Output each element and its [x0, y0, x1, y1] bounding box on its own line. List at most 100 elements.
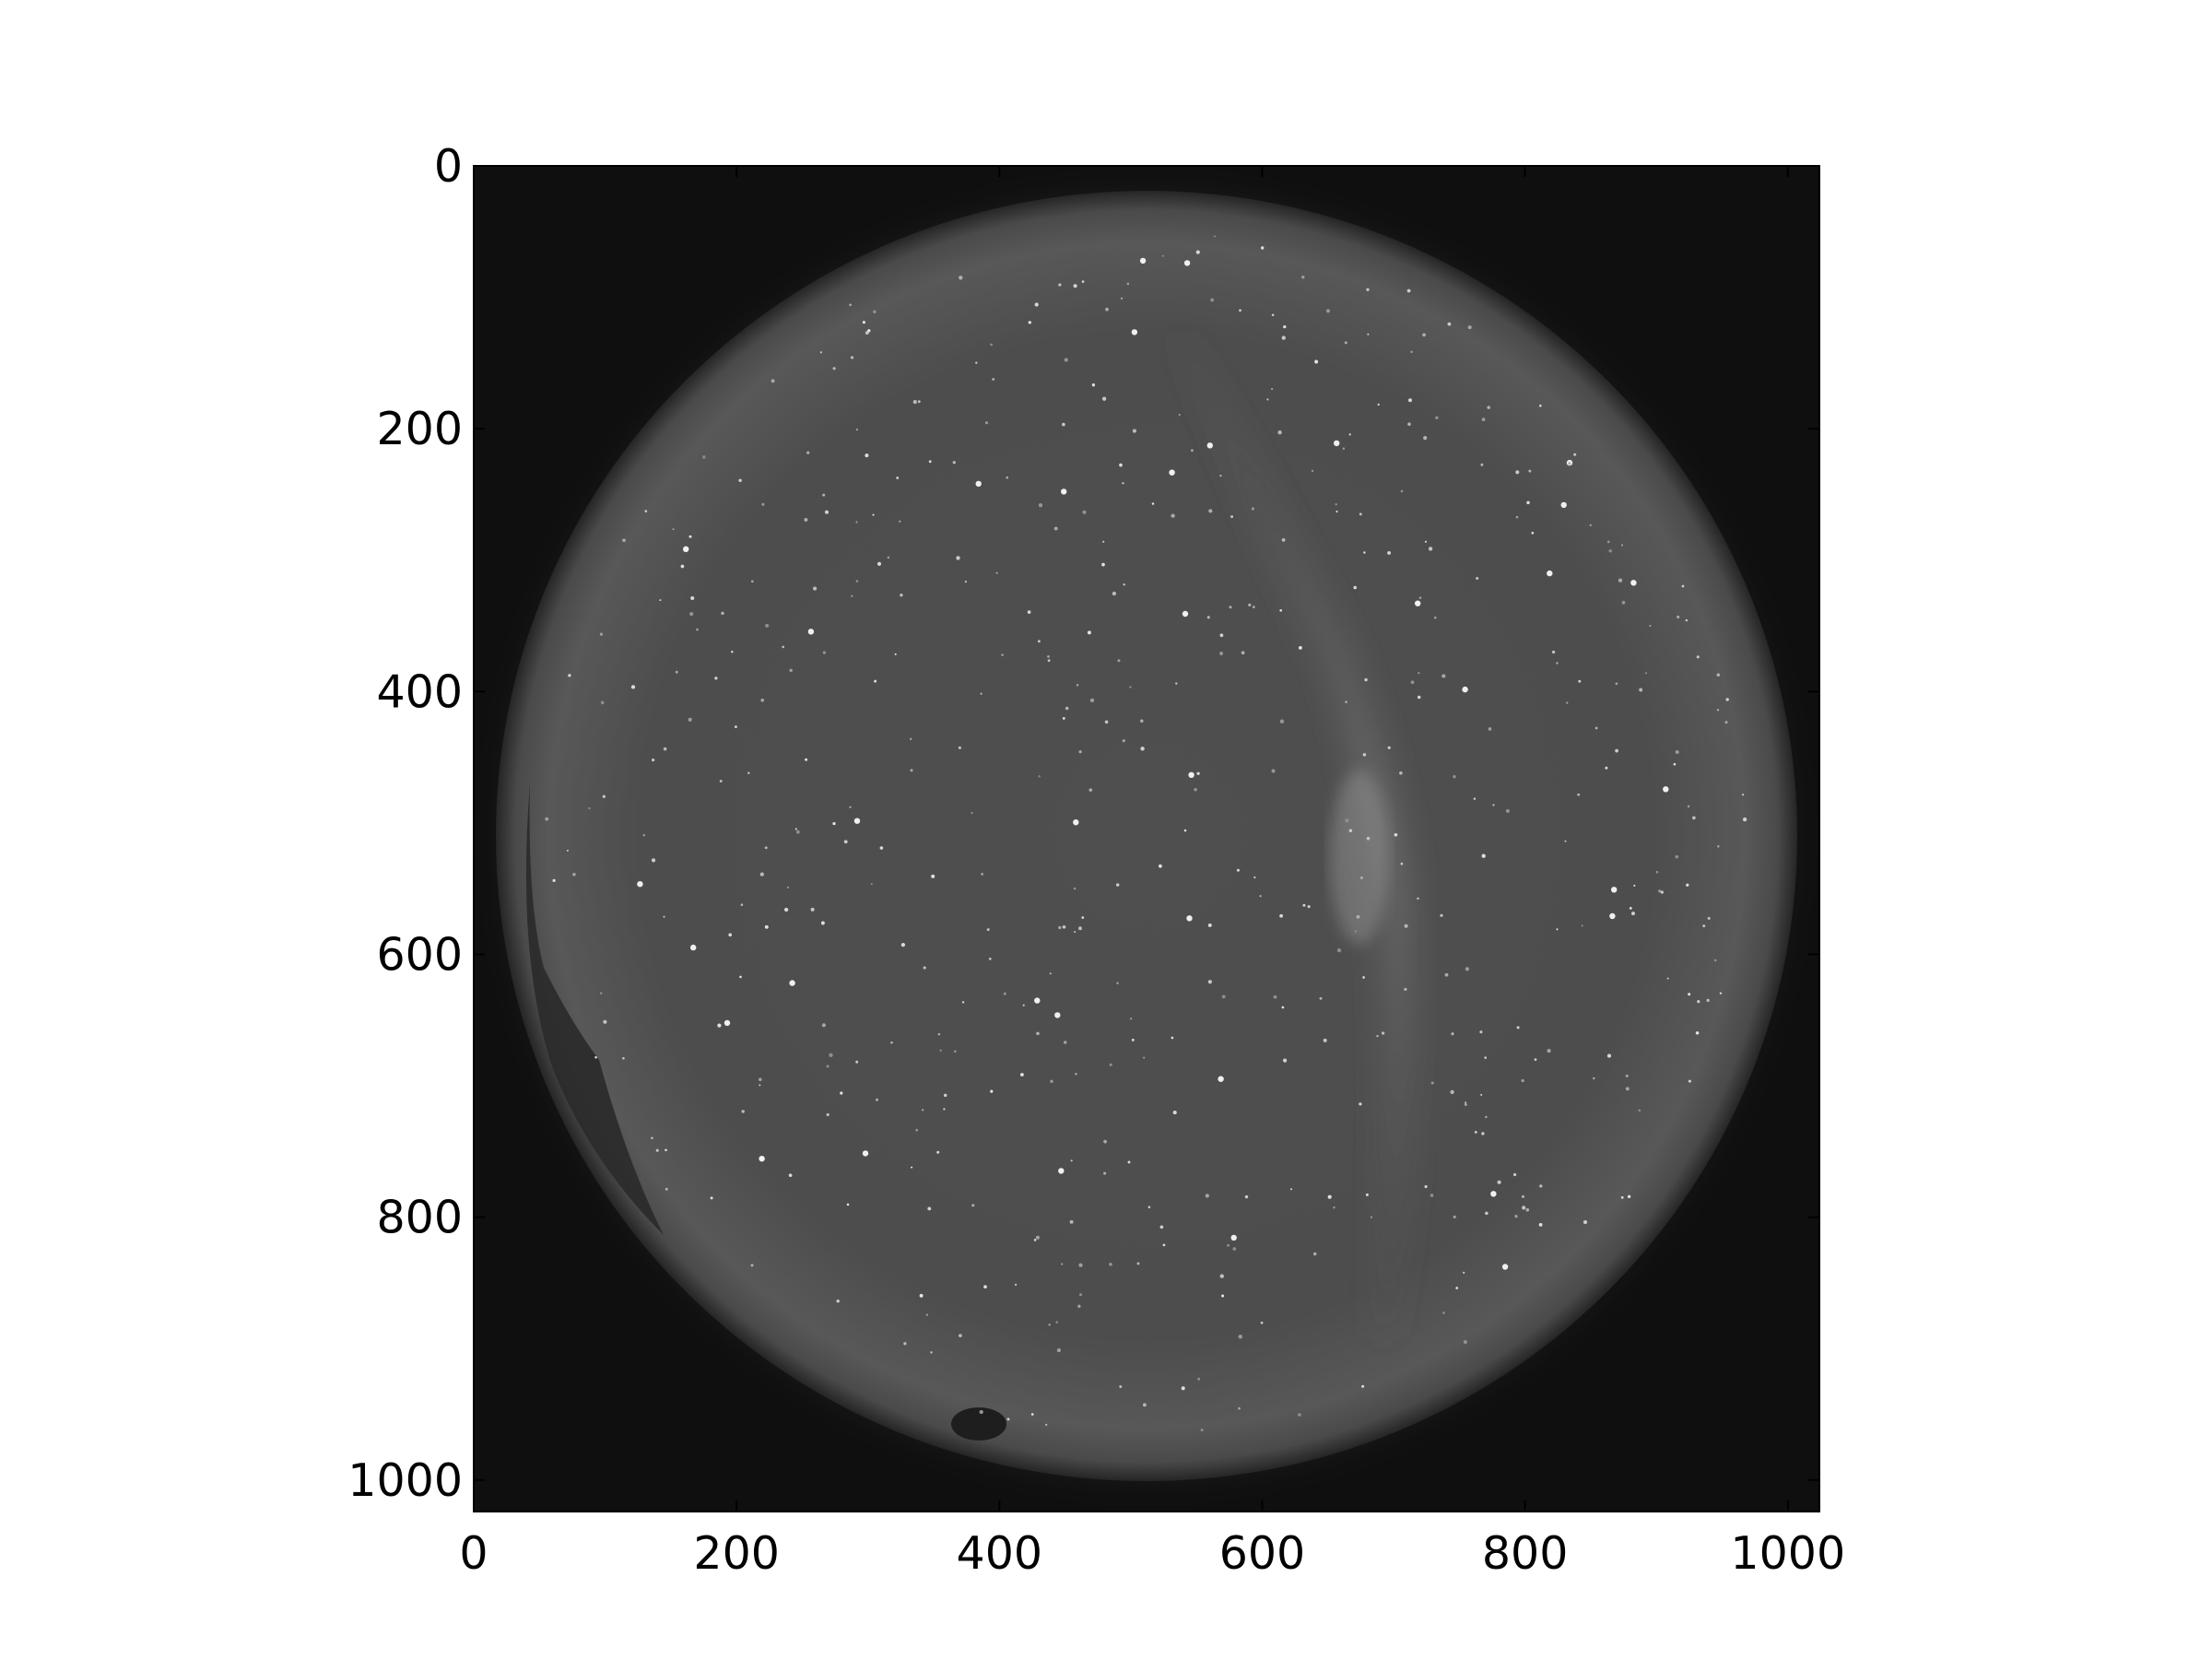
star — [771, 379, 775, 383]
star — [1230, 1234, 1237, 1241]
star — [759, 1156, 765, 1162]
star — [1194, 787, 1197, 792]
star — [747, 771, 750, 775]
star — [1171, 1036, 1174, 1040]
star — [1281, 538, 1286, 542]
y-tick-label: 400 — [376, 665, 463, 718]
y-tick-label: 0 — [434, 140, 463, 193]
star — [843, 840, 848, 844]
star — [1742, 794, 1745, 796]
star — [1120, 297, 1124, 300]
star — [603, 1019, 607, 1024]
star — [1151, 502, 1155, 505]
star — [849, 806, 852, 808]
star — [1035, 1235, 1040, 1240]
star — [644, 510, 648, 512]
star — [805, 758, 808, 761]
star — [1314, 359, 1319, 364]
star — [1359, 876, 1363, 879]
star — [1513, 1172, 1517, 1177]
x-tick-label: 1000 — [1730, 1527, 1845, 1580]
star — [1381, 1031, 1385, 1035]
star — [1615, 748, 1618, 753]
star — [1638, 1109, 1641, 1112]
star — [675, 670, 678, 674]
x-tick-label: 800 — [1482, 1527, 1569, 1580]
x-tick-label: 0 — [459, 1527, 488, 1580]
star — [1564, 840, 1567, 842]
star — [1695, 1030, 1700, 1035]
star — [992, 378, 995, 381]
star — [1611, 887, 1618, 893]
star — [1417, 695, 1421, 700]
star — [953, 1050, 957, 1053]
star — [1526, 500, 1530, 505]
star — [1348, 829, 1353, 832]
star — [740, 903, 744, 906]
star — [1560, 501, 1567, 509]
star — [867, 329, 871, 333]
star — [1112, 591, 1117, 596]
star — [1333, 1206, 1335, 1209]
star — [919, 1293, 924, 1298]
star — [1221, 994, 1226, 999]
star — [910, 769, 913, 772]
star — [1129, 1018, 1133, 1020]
star — [710, 1196, 713, 1200]
star — [1109, 1063, 1112, 1066]
star — [1182, 610, 1189, 618]
star — [1161, 254, 1164, 257]
star — [1630, 580, 1637, 586]
star — [1219, 1274, 1224, 1278]
star — [1103, 1139, 1107, 1144]
star — [688, 717, 692, 723]
star — [651, 1136, 653, 1140]
star — [717, 1023, 722, 1028]
star — [1406, 288, 1411, 293]
star — [1655, 870, 1659, 874]
star — [1119, 463, 1123, 467]
star — [1681, 584, 1685, 588]
star — [1210, 298, 1215, 302]
star — [1089, 698, 1095, 703]
star — [1301, 275, 1305, 279]
star — [1006, 476, 1008, 479]
star — [1465, 1101, 1467, 1104]
star-field — [545, 235, 1747, 1431]
star — [1248, 603, 1252, 606]
star — [855, 580, 859, 582]
star — [764, 924, 769, 929]
star — [1058, 1168, 1065, 1174]
star — [1117, 659, 1121, 663]
star — [1143, 1056, 1146, 1059]
star — [680, 564, 685, 569]
star — [1115, 883, 1120, 887]
star — [1064, 358, 1068, 362]
star — [1230, 515, 1234, 519]
star — [1348, 433, 1351, 436]
star — [1271, 388, 1274, 391]
star — [759, 1084, 761, 1087]
star — [1058, 283, 1062, 287]
star — [1104, 720, 1109, 724]
star — [822, 651, 827, 654]
star — [1062, 422, 1065, 427]
star — [1697, 1000, 1700, 1004]
star — [683, 546, 689, 552]
star — [782, 645, 785, 649]
star — [1400, 862, 1404, 865]
star — [1103, 1171, 1107, 1175]
star — [1418, 672, 1420, 675]
star — [741, 1110, 745, 1113]
star — [1716, 709, 1720, 712]
star — [1132, 429, 1136, 433]
star — [832, 367, 836, 371]
star — [1742, 817, 1747, 822]
star — [794, 828, 797, 830]
star — [1289, 1188, 1293, 1191]
star — [1206, 442, 1214, 449]
x-tick-label: 400 — [957, 1527, 1043, 1580]
star — [1188, 771, 1194, 778]
star — [1399, 771, 1403, 775]
star — [890, 1041, 893, 1044]
